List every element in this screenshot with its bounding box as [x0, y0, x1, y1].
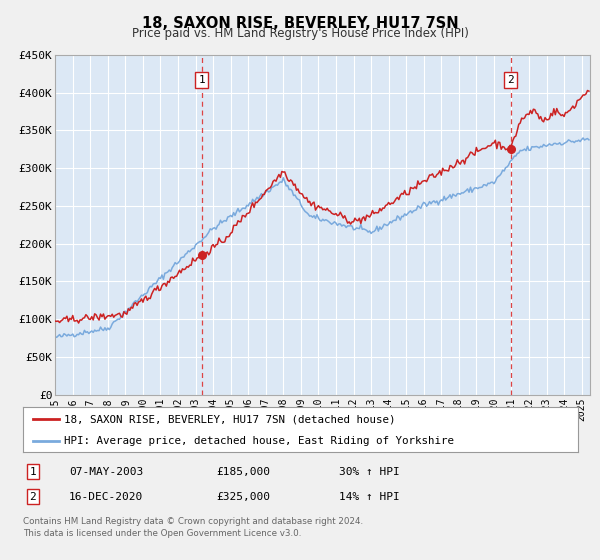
Text: £185,000: £185,000	[216, 466, 270, 477]
Text: 1: 1	[199, 76, 205, 85]
Text: 18, SAXON RISE, BEVERLEY, HU17 7SN: 18, SAXON RISE, BEVERLEY, HU17 7SN	[142, 16, 458, 31]
Text: HPI: Average price, detached house, East Riding of Yorkshire: HPI: Average price, detached house, East…	[64, 436, 454, 446]
Text: 14% ↑ HPI: 14% ↑ HPI	[339, 492, 400, 502]
Text: This data is licensed under the Open Government Licence v3.0.: This data is licensed under the Open Gov…	[23, 529, 301, 538]
Text: £325,000: £325,000	[216, 492, 270, 502]
Text: Price paid vs. HM Land Registry's House Price Index (HPI): Price paid vs. HM Land Registry's House …	[131, 27, 469, 40]
Text: 07-MAY-2003: 07-MAY-2003	[69, 466, 143, 477]
Text: 16-DEC-2020: 16-DEC-2020	[69, 492, 143, 502]
Text: 2: 2	[508, 76, 514, 85]
Text: Contains HM Land Registry data © Crown copyright and database right 2024.: Contains HM Land Registry data © Crown c…	[23, 517, 363, 526]
Text: 2: 2	[29, 492, 37, 502]
Text: 1: 1	[29, 466, 37, 477]
Text: 30% ↑ HPI: 30% ↑ HPI	[339, 466, 400, 477]
Text: 18, SAXON RISE, BEVERLEY, HU17 7SN (detached house): 18, SAXON RISE, BEVERLEY, HU17 7SN (deta…	[64, 414, 396, 424]
